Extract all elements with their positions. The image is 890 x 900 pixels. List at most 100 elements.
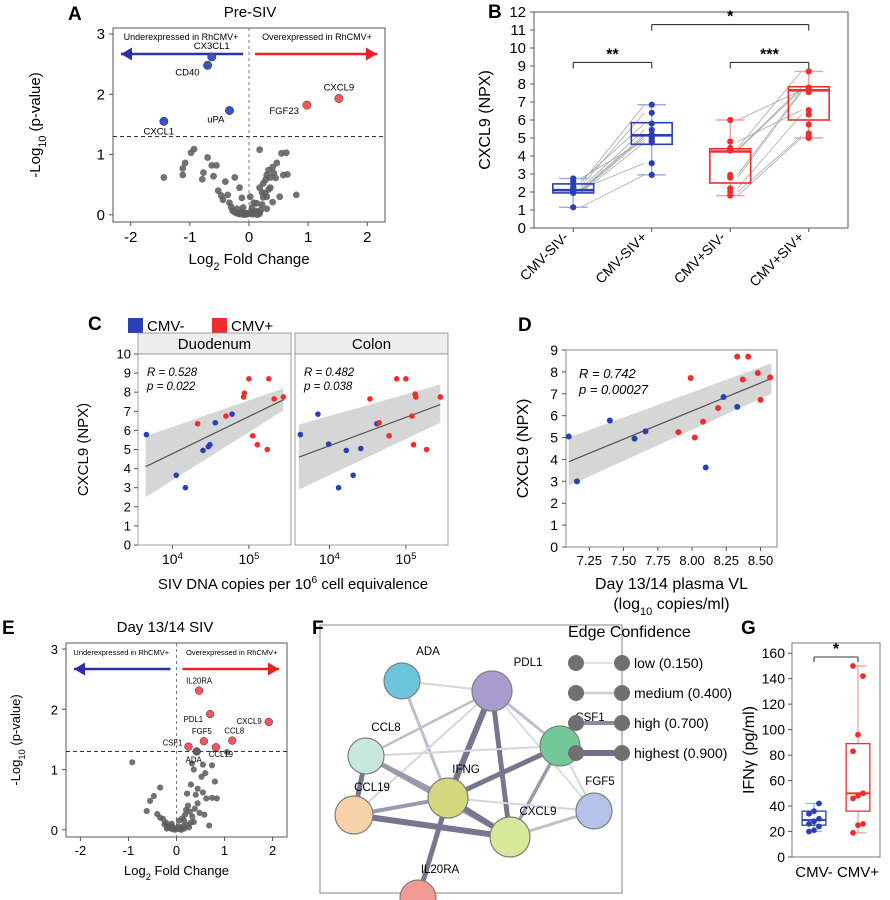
edge-legend-label: highest (0.900) <box>634 745 727 761</box>
legend-label-CMV-: CMV- <box>147 318 185 335</box>
panel-e-title: Day 13/14 SIV <box>116 619 214 636</box>
svg-text:-2: -2 <box>124 229 137 246</box>
y-axis-label: -Log10 (p-value) <box>27 72 49 177</box>
svg-text:12: 12 <box>509 4 526 21</box>
svg-text:7: 7 <box>550 386 558 402</box>
data-point <box>249 432 256 439</box>
panel-c-letter: C <box>88 314 102 335</box>
volcano-label-ccl19: CCL19 <box>209 750 233 759</box>
node-label-ccl19: CCL19 <box>354 782 390 794</box>
panel-b-letter: B <box>488 2 502 23</box>
svg-text:0: 0 <box>550 539 558 555</box>
volcano-point-cxcl9 <box>264 717 273 727</box>
svg-text:1: 1 <box>124 518 131 533</box>
panel-f-network: ADAPDL1CCL8CSF1IFNGCCL19CXCL9FGF5IL20RAE… <box>319 624 732 900</box>
svg-text:3: 3 <box>97 26 105 43</box>
edge-pdl1-ccl8 <box>364 689 494 758</box>
svg-text:8: 8 <box>518 76 526 93</box>
data-point <box>350 472 356 479</box>
node-label-pdl1: PDL1 <box>514 657 543 669</box>
svg-text:10: 10 <box>117 347 131 362</box>
panel-e: E Day 13/14 SIV Underexpressed in RhCMV+… <box>0 615 320 900</box>
svg-text:5: 5 <box>124 442 131 457</box>
svg-text:10: 10 <box>509 40 526 57</box>
right-arrow <box>255 47 377 61</box>
volcano-point-ccl19 <box>211 743 221 752</box>
svg-text:7.75: 7.75 <box>645 553 670 568</box>
left-arrow <box>121 47 243 61</box>
svg-text:3: 3 <box>51 642 58 657</box>
regression-line <box>145 399 284 468</box>
node-fgf5[interactable]: FGF5 <box>575 776 615 830</box>
legend-swatch-CMV+ <box>212 318 227 333</box>
boxplot-group-CMV+SIV- <box>709 116 752 199</box>
node-ada[interactable]: ADA <box>383 646 440 700</box>
node-label-fgf5: FGF5 <box>585 776 614 788</box>
facet-title: Duodenum <box>178 336 251 353</box>
legend: CMV- CMV+ <box>128 318 273 335</box>
ns-points <box>160 145 300 219</box>
data-point <box>240 394 247 400</box>
edge-ccl8-csf1 <box>365 745 561 757</box>
volcano-point-cxcl9 <box>334 94 344 103</box>
node-ccl19[interactable]: CCL19 <box>334 782 390 835</box>
svg-text:4: 4 <box>124 461 131 476</box>
panel-g: G * 0 20 40 60 80 100 120 140 160 CMV- CMV+ IFNγ (pg… <box>730 615 890 900</box>
x-axis: 7.25 7.50 7.75 8.00 8.25 8.50 <box>577 547 773 568</box>
svg-text:8: 8 <box>124 385 131 400</box>
significance-bracket: * <box>813 641 859 663</box>
panel-f-letter: F <box>312 618 324 639</box>
svg-text:0: 0 <box>124 538 131 553</box>
legend-label-CMV+: CMV+ <box>231 318 273 335</box>
svg-text:0: 0 <box>51 823 58 838</box>
svg-text:8: 8 <box>550 364 558 380</box>
sig-label: *** <box>760 46 779 63</box>
node-cxcl9[interactable]: CXCL9 <box>489 806 557 858</box>
confidence-band <box>298 384 441 490</box>
stat-p: p = 0.038 <box>303 381 353 393</box>
x-tick-label: 104 <box>162 551 183 568</box>
edge-confidence-title: Edge Confidence <box>568 624 691 641</box>
stat-r: R = 0.482 <box>304 367 355 379</box>
panel-e-letter: E <box>2 618 15 639</box>
regression-line <box>568 377 772 463</box>
y-axis-label-text: CXCL9 (NPX) <box>477 70 494 170</box>
x-axis-label: Log2 Fold Change <box>188 251 309 273</box>
svg-text:-1: -1 <box>123 843 135 858</box>
data-point <box>280 394 287 400</box>
svg-text:7: 7 <box>518 94 526 111</box>
node-label-ada: ADA <box>416 646 440 658</box>
svg-text:3: 3 <box>550 473 558 489</box>
node-ifng[interactable]: IFNG <box>427 764 480 819</box>
data-point <box>403 376 409 382</box>
edge-pdl1-cxcl9 <box>489 688 513 840</box>
node-ccl8[interactable]: CCL8 <box>347 722 401 775</box>
stat-r: R = 0.528 <box>147 367 198 379</box>
data-point <box>266 376 272 382</box>
right-arrow <box>182 662 279 676</box>
boxplot-group-CMV-SIV+ <box>630 101 673 178</box>
boxplot-group-CMV- <box>801 800 827 835</box>
node-il20ra[interactable]: IL20RA <box>399 864 460 900</box>
volcano-label-upa: uPA <box>207 115 225 126</box>
sig-label: * <box>727 9 734 26</box>
volcano-point-fgf23 <box>302 100 312 110</box>
x-tick-label: CMV+SIV+ <box>746 229 807 290</box>
svg-text:-Log10 (p-value): -Log10 (p-value) <box>27 72 49 177</box>
data-point <box>200 447 206 454</box>
panel-a-title: Pre-SIV <box>223 4 277 21</box>
volcano-label-ccl8: CCL8 <box>224 727 244 736</box>
volcano-point-cd40 <box>203 60 213 70</box>
data-point <box>386 432 392 439</box>
data-point <box>212 419 219 426</box>
underexpressed-banner: Underexpressed in RhCMV+ <box>73 648 169 657</box>
node-pdl1[interactable]: PDL1 <box>471 657 543 712</box>
panel-b: B ** *** * 0 1 2 3 4 5 6 7 8 9 10 11 12 CMV-SIV- CMV-SIV+… <box>450 0 890 290</box>
y-axis-label-text: CXCL9 (NPX) <box>515 399 532 499</box>
x-axis: 104 105 <box>162 545 259 567</box>
y-axis-label: CXCL9 (NPX) <box>477 70 494 170</box>
svg-text:80: 80 <box>769 747 785 763</box>
